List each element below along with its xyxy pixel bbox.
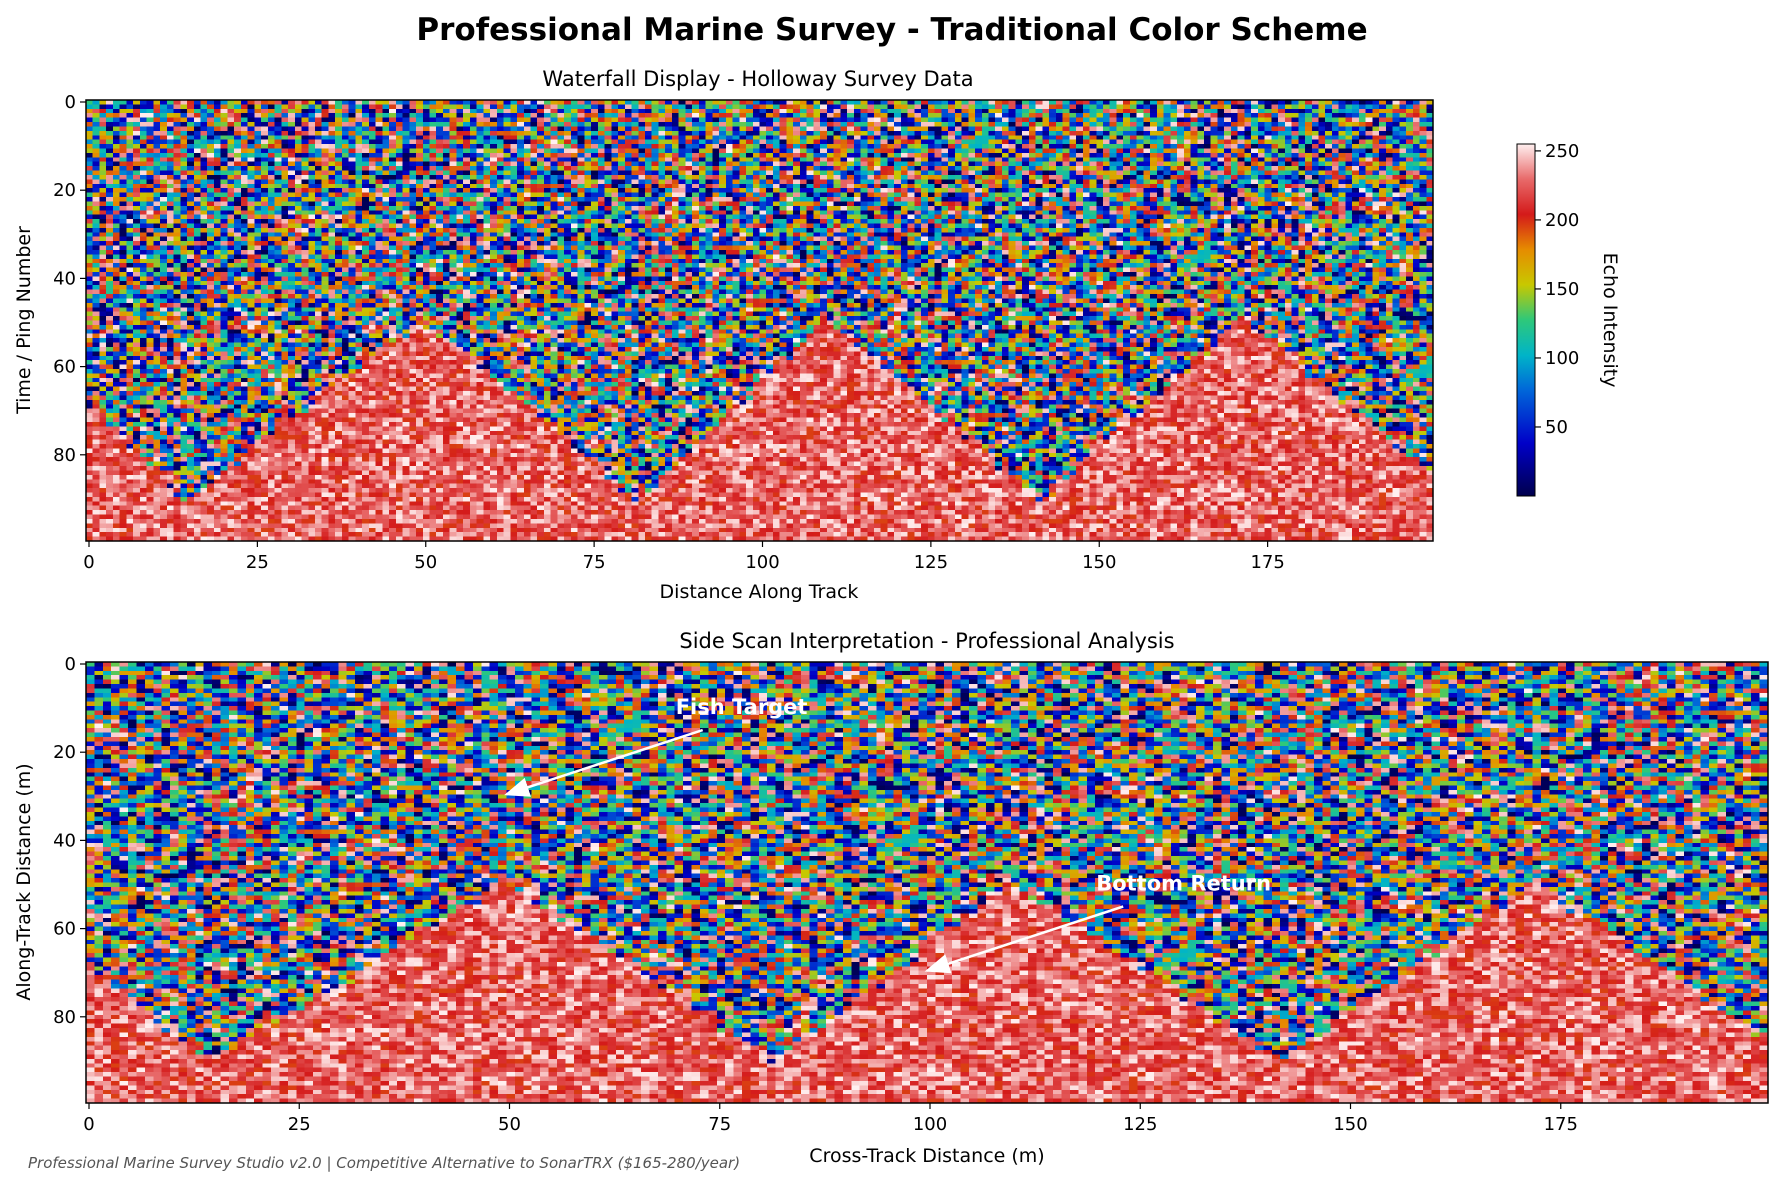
sidescan-frame — [85, 661, 1769, 1104]
sidescan-xtick-label: 100 — [913, 1114, 947, 1135]
waterfall-ticks: 0 25 50 75 100 125 150 175 0 20 40 60 80 — [53, 92, 1285, 573]
waterfall-ytick-label: 0 — [65, 92, 76, 113]
annotation-label: Fish Target — [676, 695, 808, 719]
waterfall-xtick-label: 125 — [914, 552, 948, 573]
sidescan-ticks: 0 25 50 75 100 125 150 175 0 20 40 60 80 — [53, 654, 1578, 1135]
sidescan-xtick-label: 25 — [288, 1114, 311, 1135]
waterfall-xtick-label: 175 — [1250, 552, 1284, 573]
waterfall-xtick-label: 75 — [583, 552, 606, 573]
sidescan-xlabel: Cross-Track Distance (m) — [809, 1145, 1044, 1167]
waterfall-ytick-label: 20 — [53, 180, 76, 201]
annotation-arrow — [924, 905, 1124, 974]
waterfall-ylabel: Time / Ping Number — [13, 226, 35, 415]
waterfall-xlabel: Distance Along Track — [660, 581, 859, 603]
sidescan-heatmap — [86, 662, 1768, 1103]
footer-note: Professional Marine Survey Studio v2.0 |… — [28, 1154, 740, 1172]
colorbar-tick-label: 150 — [1545, 279, 1579, 300]
sidescan-title: Side Scan Interpretation - Professional … — [679, 629, 1174, 653]
waterfall-xtick-label: 0 — [83, 552, 94, 573]
colorbar-tick-label: 50 — [1545, 417, 1568, 438]
sidescan-ytick-label: 60 — [53, 919, 76, 940]
sidescan-xtick-label: 0 — [83, 1114, 94, 1135]
sidescan-xtick-label: 150 — [1333, 1114, 1367, 1135]
sidescan-xtick-label: 175 — [1544, 1114, 1578, 1135]
sidescan-ytick-label: 40 — [53, 830, 76, 851]
colorbar: 50 100 150 200 250 Echo Intensity — [1516, 141, 1621, 497]
sidescan-ylabel: Along-Track Distance (m) — [13, 763, 35, 1000]
sidescan-xtick-label: 50 — [498, 1114, 521, 1135]
colorbar-tick-label: 200 — [1545, 210, 1579, 231]
annotation-label: Bottom Return — [1096, 872, 1271, 896]
waterfall-xtick-label: 50 — [414, 552, 437, 573]
waterfall-panel: Waterfall Display - Holloway Survey Data… — [13, 67, 1434, 603]
waterfall-ytick-label: 40 — [53, 268, 76, 289]
sidescan-annotations: Fish Target Bottom Return — [504, 695, 1271, 974]
colorbar-label: Echo Intensity — [1599, 253, 1621, 388]
sidescan-ytick-label: 0 — [65, 654, 76, 675]
waterfall-title: Waterfall Display - Holloway Survey Data — [542, 67, 973, 91]
figure-title: Professional Marine Survey - Traditional… — [416, 12, 1367, 48]
waterfall-ytick-label: 60 — [53, 357, 76, 378]
waterfall-ytick-label: 80 — [53, 445, 76, 466]
waterfall-xtick-label: 25 — [246, 552, 269, 573]
colorbar-tick-label: 250 — [1545, 141, 1579, 162]
sidescan-ytick-label: 80 — [53, 1007, 76, 1028]
waterfall-heatmap — [86, 100, 1433, 541]
sidescan-xtick-label: 75 — [708, 1114, 731, 1135]
colorbar-gradient — [1516, 143, 1536, 497]
annotation-arrow — [504, 728, 704, 797]
sidescan-panel: Side Scan Interpretation - Professional … — [13, 629, 1769, 1167]
sidescan-ytick-label: 20 — [53, 742, 76, 763]
waterfall-frame — [85, 99, 1434, 542]
sidescan-xtick-label: 125 — [1123, 1114, 1157, 1135]
waterfall-xtick-label: 100 — [745, 552, 779, 573]
colorbar-tick-label: 100 — [1545, 348, 1579, 369]
waterfall-xtick-label: 150 — [1082, 552, 1116, 573]
colorbar-ticks: 50 100 150 200 250 — [1535, 141, 1579, 438]
